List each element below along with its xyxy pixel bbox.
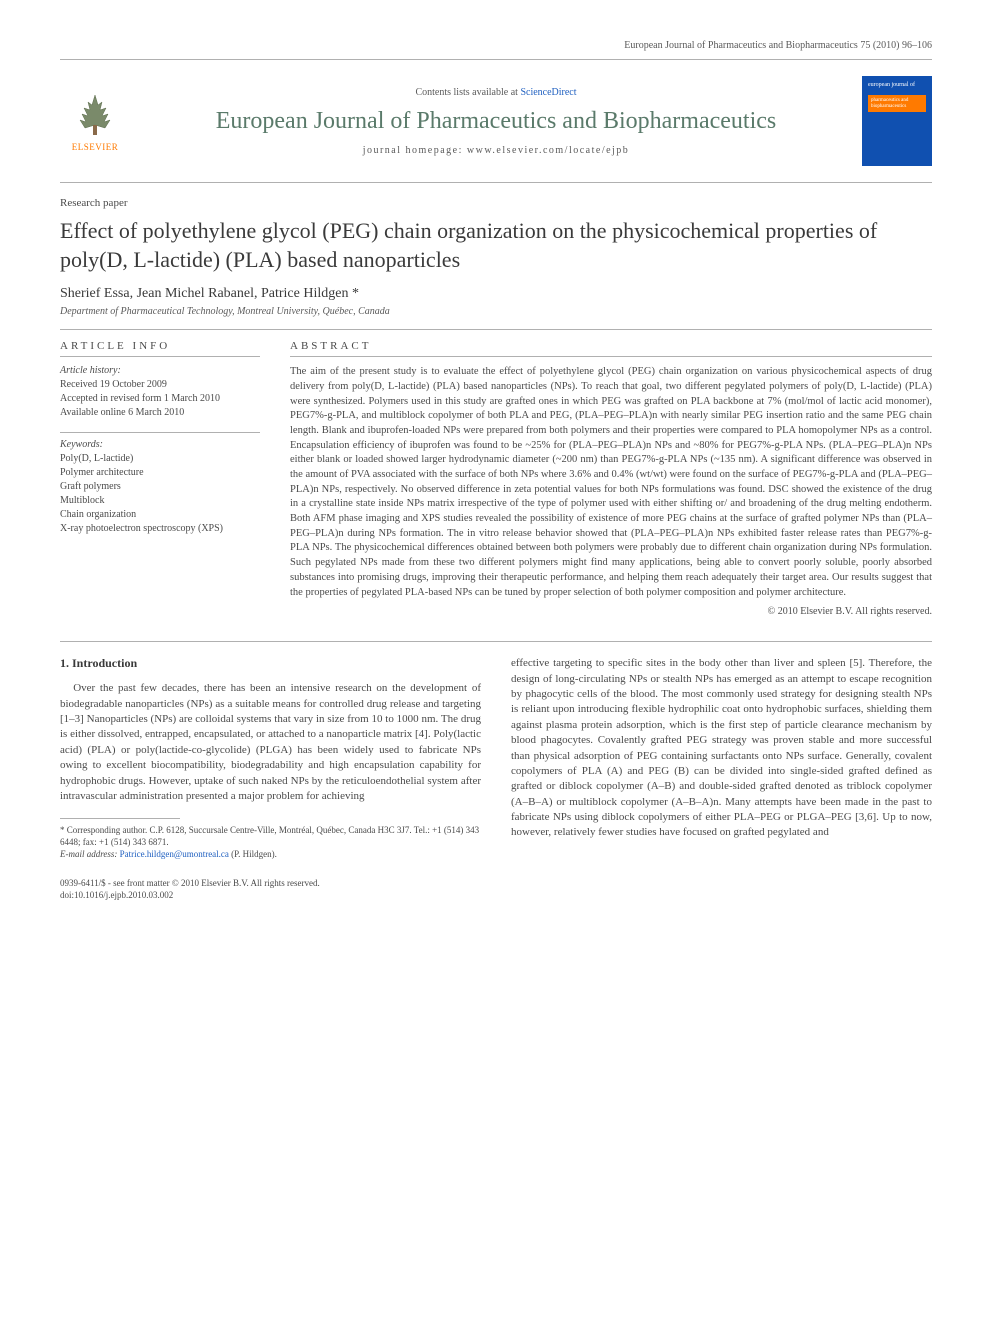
contents-line: Contents lists available at ScienceDirec… <box>150 87 842 98</box>
article-history-block: Article history: Received 19 October 200… <box>60 365 260 420</box>
history-label: Article history: <box>60 365 260 376</box>
publisher-logo: ELSEVIER <box>60 81 130 161</box>
keyword-2: Graft polymers <box>60 480 260 494</box>
body-col-right: effective targeting to specific sites in… <box>511 656 932 860</box>
email-link[interactable]: Patrice.hildgen@umontreal.ca <box>120 849 229 859</box>
cover-text-1: european journal of <box>868 82 926 89</box>
footnote-separator <box>60 818 180 819</box>
intro-heading: 1. Introduction <box>60 656 481 671</box>
body-columns: 1. Introduction Over the past few decade… <box>60 641 932 860</box>
info-divider <box>60 432 260 433</box>
info-abstract-row: ARTICLE INFO Article history: Received 1… <box>60 340 932 617</box>
abstract-text: The aim of the present study is to evalu… <box>290 365 932 600</box>
keyword-5: X-ray photoelectron spectroscopy (XPS) <box>60 522 260 536</box>
abstract-copyright: © 2010 Elsevier B.V. All rights reserved… <box>290 606 932 617</box>
footer-info: 0939-6411/$ - see front matter © 2010 El… <box>60 878 932 901</box>
contents-prefix: Contents lists available at <box>415 87 520 98</box>
corresponding-author-footnote: * Corresponding author. C.P. 6128, Succu… <box>60 825 481 848</box>
abstract-heading: ABSTRACT <box>290 340 932 357</box>
elsevier-tree-icon <box>70 90 120 140</box>
body-paragraph-2: effective targeting to specific sites in… <box>511 656 932 841</box>
email-suffix: (P. Hildgen). <box>229 849 277 859</box>
homepage-prefix: journal homepage: <box>363 145 467 156</box>
article-type: Research paper <box>60 197 932 209</box>
footer-line-1: 0939-6411/$ - see front matter © 2010 El… <box>60 878 932 890</box>
email-footnote: E-mail address: Patrice.hildgen@umontrea… <box>60 849 481 861</box>
article-title: Effect of polyethylene glycol (PEG) chai… <box>60 217 932 274</box>
top-divider <box>60 59 932 60</box>
history-line-0: Received 19 October 2009 <box>60 378 260 392</box>
keyword-3: Multiblock <box>60 494 260 508</box>
authors: Sherief Essa, Jean Michel Rabanel, Patri… <box>60 286 932 302</box>
keyword-4: Chain organization <box>60 508 260 522</box>
publisher-name: ELSEVIER <box>72 142 119 152</box>
affiliation: Department of Pharmaceutical Technology,… <box>60 306 932 317</box>
keywords-block: Keywords: Poly(D, L-lactide) Polymer arc… <box>60 439 260 536</box>
body-paragraph-1: Over the past few decades, there has bee… <box>60 681 481 804</box>
article-info-column: ARTICLE INFO Article history: Received 1… <box>60 340 260 617</box>
keywords-label: Keywords: <box>60 439 260 450</box>
banner-center: Contents lists available at ScienceDirec… <box>150 87 842 156</box>
running-header: European Journal of Pharmaceutics and Bi… <box>60 40 932 51</box>
journal-cover-thumbnail: european journal of pharmaceutics and bi… <box>862 76 932 166</box>
keyword-0: Poly(D, L-lactide) <box>60 452 260 466</box>
journal-banner: ELSEVIER Contents lists available at Sci… <box>60 66 932 176</box>
abstract-column: ABSTRACT The aim of the present study is… <box>290 340 932 617</box>
homepage-url: www.elsevier.com/locate/ejpb <box>467 145 629 156</box>
cover-text-2: pharmaceutics and biopharmaceutics <box>868 95 926 112</box>
keyword-1: Polymer architecture <box>60 466 260 480</box>
history-line-1: Accepted in revised form 1 March 2010 <box>60 392 260 406</box>
meta-divider <box>60 329 932 330</box>
history-line-2: Available online 6 March 2010 <box>60 406 260 420</box>
body-col-left: 1. Introduction Over the past few decade… <box>60 656 481 860</box>
article-info-heading: ARTICLE INFO <box>60 340 260 357</box>
footer-line-2: doi:10.1016/j.ejpb.2010.03.002 <box>60 890 932 902</box>
journal-name: European Journal of Pharmaceutics and Bi… <box>150 108 842 135</box>
email-label: E-mail address: <box>60 849 120 859</box>
sciencedirect-link[interactable]: ScienceDirect <box>520 87 576 98</box>
homepage-line: journal homepage: www.elsevier.com/locat… <box>150 145 842 156</box>
banner-divider <box>60 182 932 183</box>
